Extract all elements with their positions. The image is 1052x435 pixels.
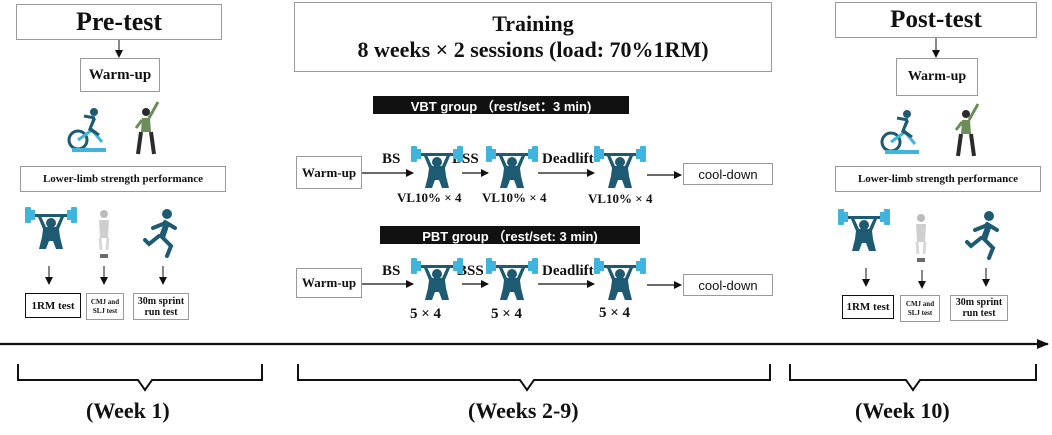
- pbt-volume-1: 5 × 4: [410, 306, 442, 322]
- vbt-exercise-bs: BS: [382, 151, 401, 167]
- post-runner-icon: [965, 209, 999, 260]
- pretest-1rm-box: 1RM test: [25, 293, 81, 318]
- pbt-bs-icon: [411, 258, 463, 300]
- pbt-warmup-box: Warm-up: [296, 268, 362, 298]
- bike-icon: [67, 106, 108, 152]
- post-bike-icon: [880, 108, 921, 154]
- vbt-volume-1: VL10% × 4: [397, 190, 462, 205]
- posttest-period: (Week 10): [855, 398, 950, 423]
- pretest-sprint-box: 30m sprint run test: [133, 293, 189, 320]
- posttest-strength-box: Lower-limb strength performance: [835, 166, 1041, 192]
- posttest-warmup-box: Warm-up: [896, 58, 978, 96]
- vbt-bss-icon: [486, 146, 538, 188]
- vbt-bs-icon: [411, 146, 463, 188]
- pretest-cmj-box: CMJ and SLJ test: [86, 293, 124, 320]
- pretest-warmup-box: Warm-up: [80, 58, 160, 92]
- training-title-box: Training 8 weeks × 2 sessions (load: 70%…: [294, 2, 772, 72]
- vbt-volume-2: VL10% × 4: [482, 190, 547, 205]
- post-squat-icon: [838, 209, 890, 251]
- pbt-exercise-bs: BS: [382, 263, 401, 279]
- brace-week-10: [789, 364, 1037, 392]
- vbt-deadlift-icon: [594, 146, 646, 188]
- brace-week-1: [17, 364, 263, 392]
- training-title: Training: [492, 11, 574, 36]
- squat-icon: [25, 207, 77, 249]
- pbt-deadlift-icon: [594, 258, 646, 300]
- post-jump-icon: [914, 212, 928, 264]
- pbt-cooldown-box: cool-down: [683, 274, 773, 296]
- vbt-warmup-box: Warm-up: [296, 156, 362, 189]
- posttest-1rm-box: 1RM test: [842, 295, 894, 319]
- pretest-strength-box: Lower-limb strength performance: [20, 166, 226, 192]
- pbt-exercise-deadlift: Deadlift: [542, 263, 594, 279]
- brace-weeks-2-9: [297, 364, 771, 392]
- stretching-icon: [134, 100, 160, 156]
- training-period: (Weeks 2-9): [468, 398, 579, 423]
- post-stretching-icon: [954, 102, 980, 158]
- pretest-title-box: Pre-test: [16, 4, 222, 40]
- pbt-header-bar: PBT group （rest/set: 3 min): [380, 226, 640, 244]
- vbt-volume-3: VL10% × 4: [588, 191, 653, 206]
- jump-icon: [97, 208, 111, 260]
- vbt-exercise-deadlift: Deadlift: [542, 151, 594, 167]
- pbt-bss-icon: [486, 258, 538, 300]
- vbt-cooldown-box: cool-down: [683, 163, 773, 185]
- posttest-sprint-box: 30m sprint run test: [950, 295, 1008, 321]
- posttest-title-box: Post-test: [835, 2, 1037, 38]
- pretest-period: (Week 1): [86, 398, 170, 423]
- training-subtitle: 8 weeks × 2 sessions (load: 70%1RM): [357, 37, 709, 62]
- pbt-volume-3: 5 × 4: [599, 305, 631, 321]
- pbt-volume-2: 5 × 4: [491, 306, 523, 322]
- runner-icon: [143, 207, 177, 258]
- pbt-exercise-bss: BSS: [457, 263, 484, 279]
- posttest-cmj-box: CMJ and SLJ test: [900, 295, 940, 322]
- vbt-header-bar: VBT group （rest/set：3 min): [373, 96, 629, 114]
